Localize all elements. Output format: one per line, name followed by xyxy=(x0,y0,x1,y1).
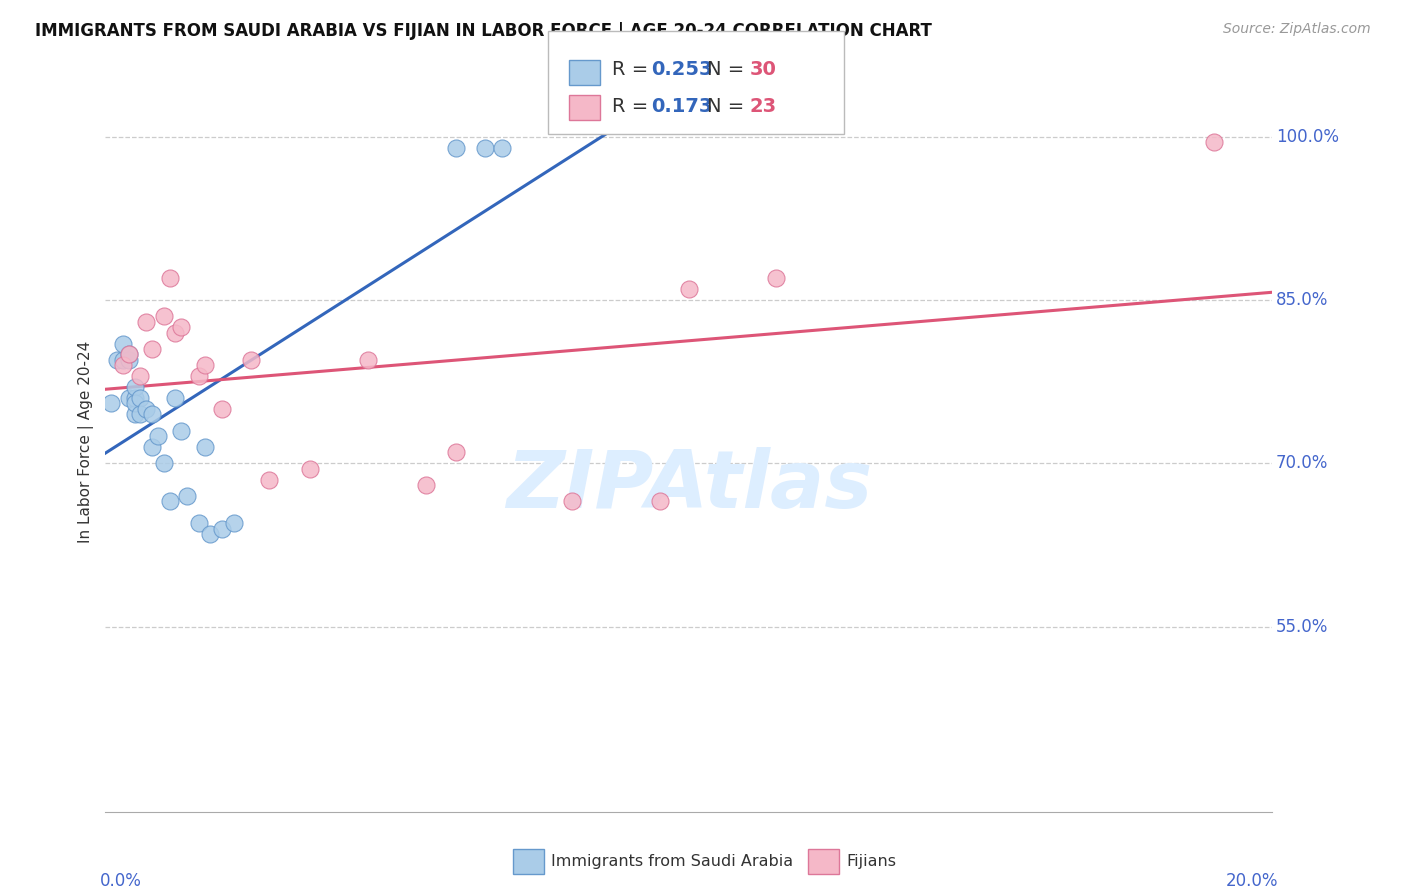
Point xyxy=(765,271,787,285)
Point xyxy=(187,516,209,531)
Point xyxy=(561,494,583,508)
Text: 23: 23 xyxy=(749,96,776,116)
Y-axis label: In Labor Force | Age 20-24: In Labor Force | Age 20-24 xyxy=(79,341,94,542)
Point xyxy=(491,140,513,154)
Point xyxy=(152,310,174,324)
Text: N =: N = xyxy=(707,96,751,116)
Point xyxy=(222,516,245,531)
Point xyxy=(211,522,233,536)
Point xyxy=(118,347,141,361)
Point xyxy=(176,489,198,503)
Text: Fijians: Fijians xyxy=(846,855,897,869)
Point xyxy=(444,140,467,154)
Text: 100.0%: 100.0% xyxy=(1275,128,1339,145)
Text: 0.0%: 0.0% xyxy=(100,871,142,889)
Text: Source: ZipAtlas.com: Source: ZipAtlas.com xyxy=(1223,22,1371,37)
Point xyxy=(194,359,217,373)
Point xyxy=(170,424,193,438)
Text: 0.253: 0.253 xyxy=(651,60,713,79)
Point xyxy=(240,352,263,367)
Point xyxy=(141,407,163,421)
Text: 30: 30 xyxy=(749,60,776,79)
Point xyxy=(105,352,128,367)
Point xyxy=(141,440,163,454)
Text: 20.0%: 20.0% xyxy=(1226,871,1278,889)
Point xyxy=(129,391,152,405)
Point xyxy=(129,369,152,384)
Point xyxy=(678,282,700,296)
Text: R =: R = xyxy=(612,60,654,79)
Point xyxy=(170,320,193,334)
Point xyxy=(357,352,380,367)
Text: 0.173: 0.173 xyxy=(651,96,713,116)
Point xyxy=(111,352,134,367)
Point xyxy=(648,494,671,508)
Text: Immigrants from Saudi Arabia: Immigrants from Saudi Arabia xyxy=(551,855,793,869)
Point xyxy=(298,462,321,476)
Point xyxy=(100,396,122,410)
Point xyxy=(124,407,146,421)
Point xyxy=(257,473,280,487)
Point xyxy=(124,396,146,410)
Point xyxy=(200,527,222,541)
Point xyxy=(111,359,134,373)
Text: N =: N = xyxy=(707,60,751,79)
Point xyxy=(135,315,157,329)
Point xyxy=(444,445,467,459)
Point xyxy=(118,391,141,405)
Point xyxy=(211,401,233,416)
Point xyxy=(165,326,187,340)
Text: 85.0%: 85.0% xyxy=(1275,291,1329,309)
Point xyxy=(135,401,157,416)
Point xyxy=(146,429,169,443)
Text: IMMIGRANTS FROM SAUDI ARABIA VS FIJIAN IN LABOR FORCE | AGE 20-24 CORRELATION CH: IMMIGRANTS FROM SAUDI ARABIA VS FIJIAN I… xyxy=(35,22,932,40)
Point xyxy=(415,478,437,492)
Point xyxy=(165,391,187,405)
Point xyxy=(159,494,181,508)
Text: R =: R = xyxy=(612,96,654,116)
Point xyxy=(1202,135,1225,149)
Point xyxy=(129,407,152,421)
Point xyxy=(152,456,174,470)
Point xyxy=(118,352,141,367)
Text: ZIPAtlas: ZIPAtlas xyxy=(506,447,872,525)
Point xyxy=(159,271,181,285)
Text: 70.0%: 70.0% xyxy=(1275,454,1329,473)
Point xyxy=(141,342,163,356)
Point xyxy=(194,440,217,454)
Point xyxy=(187,369,209,384)
Point xyxy=(111,336,134,351)
Text: 55.0%: 55.0% xyxy=(1275,617,1329,636)
Point xyxy=(118,347,141,361)
Point xyxy=(474,140,496,154)
Point xyxy=(124,380,146,394)
Point xyxy=(124,391,146,405)
